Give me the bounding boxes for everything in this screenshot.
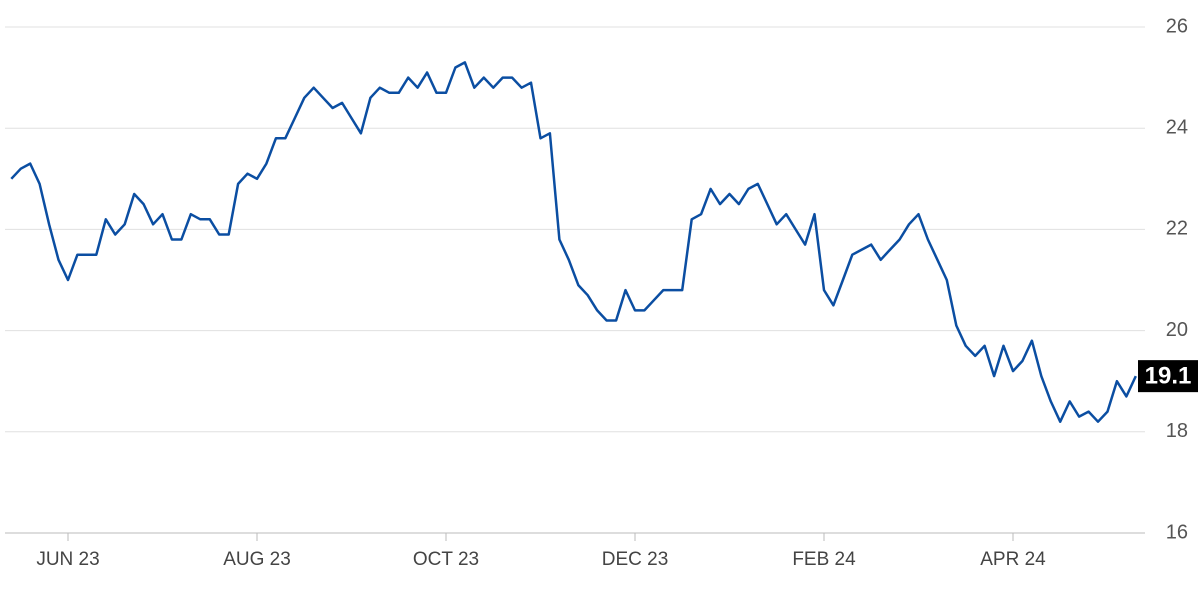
y-tick-label: 24 <box>1166 116 1188 138</box>
x-tick-label: DEC 23 <box>602 549 669 570</box>
price-line <box>10 61 1137 423</box>
y-tick-label: 22 <box>1166 218 1188 240</box>
x-tick-label: FEB 24 <box>792 549 856 570</box>
y-tick-label: 18 <box>1166 420 1188 442</box>
y-tick-label: 26 <box>1166 15 1188 37</box>
x-tick-label: AUG 23 <box>223 549 291 570</box>
x-tick-label: OCT 23 <box>413 549 479 570</box>
x-tick-label: APR 24 <box>980 549 1046 570</box>
last-value-box <box>1138 360 1198 393</box>
x-tick-label: JUN 23 <box>36 549 99 570</box>
y-tick-label: 16 <box>1166 521 1188 543</box>
last-value-label: 19.1 <box>1145 362 1192 389</box>
y-tick-label: 20 <box>1166 319 1188 341</box>
